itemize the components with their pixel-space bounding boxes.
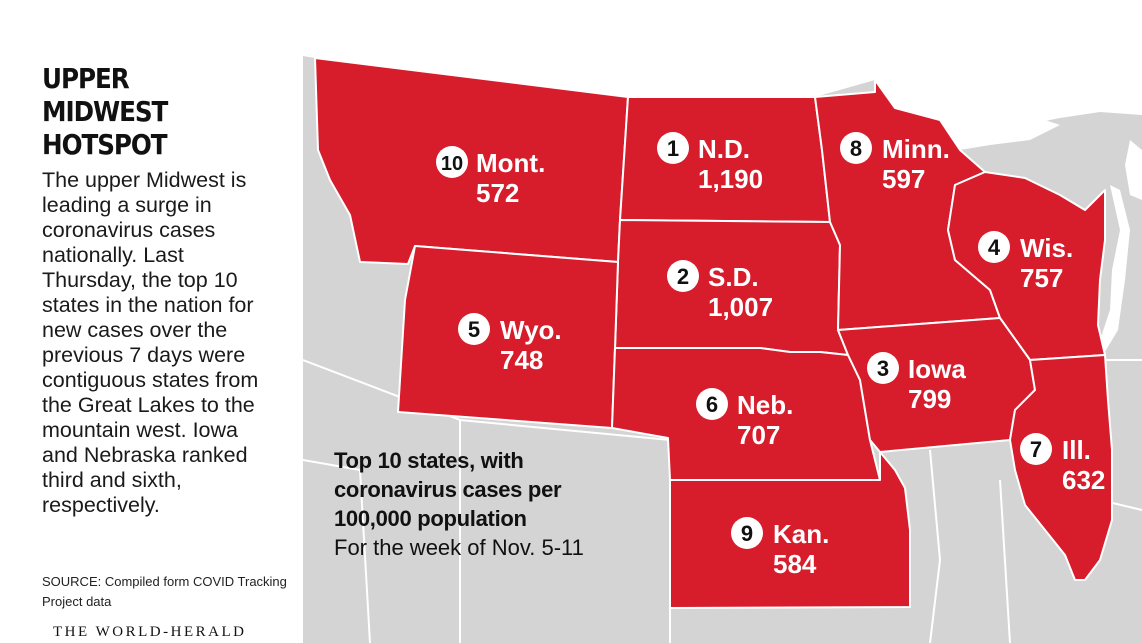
rank-marker xyxy=(978,231,1010,263)
rank-number: 3 xyxy=(877,356,889,381)
legend-subtitle: For the week of Nov. 5-11 xyxy=(334,535,584,560)
legend-title-line: 100,000 population xyxy=(334,506,527,531)
state-label-kan: 9 Kan.584 xyxy=(731,517,829,579)
state-value: 572 xyxy=(476,178,519,208)
map: 1 N.D. 1,190 2 S.D. 1,007 3 Iowa 799 4 Wis. 757 5 Wyo… xyxy=(303,56,1142,643)
state-value: 757 xyxy=(1020,263,1063,293)
lake-michigan xyxy=(1090,185,1130,360)
state-abbr: Neb. xyxy=(737,390,793,420)
state-value: 1,190 xyxy=(698,164,763,194)
state-label-wis: 4 Wis.757 xyxy=(978,231,1073,293)
rank-marker xyxy=(657,132,689,164)
legend-title: Top 10 states, with coronavirus cases pe… xyxy=(334,446,664,533)
state-value: 748 xyxy=(500,345,543,375)
rank-number: 5 xyxy=(468,317,480,342)
rank-number: 7 xyxy=(1030,437,1042,462)
source-note: SOURCE: Compiled form COVID Tracking Pro… xyxy=(42,574,287,609)
state-ill xyxy=(1009,354,1113,581)
state-abbr: Wyo. xyxy=(500,315,562,345)
title-line: HOTSPOT xyxy=(42,128,168,161)
highlighted-states xyxy=(314,57,1113,609)
title-line: UPPER xyxy=(42,62,130,95)
state-abbr: Minn. xyxy=(882,134,950,164)
rank-marker xyxy=(696,388,728,420)
state-label-mont: 10 Mont.572 xyxy=(436,146,545,208)
state-value: 597 xyxy=(882,164,925,194)
state-abbr: Kan. xyxy=(773,519,829,549)
state-wis xyxy=(947,171,1106,361)
lake-huron xyxy=(1125,140,1142,200)
state-label-neb: 6 Neb.707 xyxy=(696,388,793,450)
publisher-logo: THE WORLD-HERALD xyxy=(53,624,247,640)
legend-title-line: Top 10 states, with xyxy=(334,448,524,473)
state-label-minn: 8 Minn.597 xyxy=(840,132,950,194)
state-abbr: Ill. xyxy=(1062,435,1091,465)
canada-region xyxy=(303,56,1142,150)
state-kan xyxy=(669,451,911,609)
state-label-nd: 1 N.D.1,190 xyxy=(657,132,763,194)
state-value: 632 xyxy=(1062,465,1105,495)
state-value: 707 xyxy=(737,420,780,450)
rank-number: 6 xyxy=(706,392,718,417)
rank-marker xyxy=(667,260,699,292)
rank-number: 10 xyxy=(441,153,463,175)
rank-marker xyxy=(731,517,763,549)
state-value: 584 xyxy=(773,549,817,579)
rank-marker xyxy=(458,313,490,345)
rank-number: 4 xyxy=(988,235,1001,260)
page-title: UPPER MIDWEST HOTSPOT xyxy=(42,62,262,161)
rank-marker xyxy=(1020,433,1052,465)
article-body: The upper Midwest is leading a surge in … xyxy=(42,168,259,517)
state-value: 1,007 xyxy=(708,292,773,322)
sidebar: UPPER MIDWEST HOTSPOT The upper Midwest … xyxy=(0,0,303,643)
state-value: 799 xyxy=(908,384,951,414)
rank-marker xyxy=(867,352,899,384)
title-line: MIDWEST xyxy=(42,95,168,128)
state-label-wyo: 5 Wyo.748 xyxy=(458,313,562,375)
rank-number: 9 xyxy=(741,521,753,546)
rank-number: 2 xyxy=(677,264,689,289)
state-abbr: S.D. xyxy=(708,262,759,292)
rank-marker xyxy=(840,132,872,164)
rank-marker xyxy=(436,146,468,178)
state-label-sd: 2 S.D.1,007 xyxy=(667,260,773,322)
rank-number: 8 xyxy=(850,136,862,161)
state-abbr: Mont. xyxy=(476,148,545,178)
legend-title-line: coronavirus cases per xyxy=(334,477,562,502)
state-abbr: Wis. xyxy=(1020,233,1073,263)
state-label-ill: 7 Ill.632 xyxy=(1020,433,1105,495)
state-abbr: Iowa xyxy=(908,354,966,384)
rank-number: 1 xyxy=(667,136,679,161)
legend: Top 10 states, with coronavirus cases pe… xyxy=(334,446,664,563)
state-abbr: N.D. xyxy=(698,134,750,164)
